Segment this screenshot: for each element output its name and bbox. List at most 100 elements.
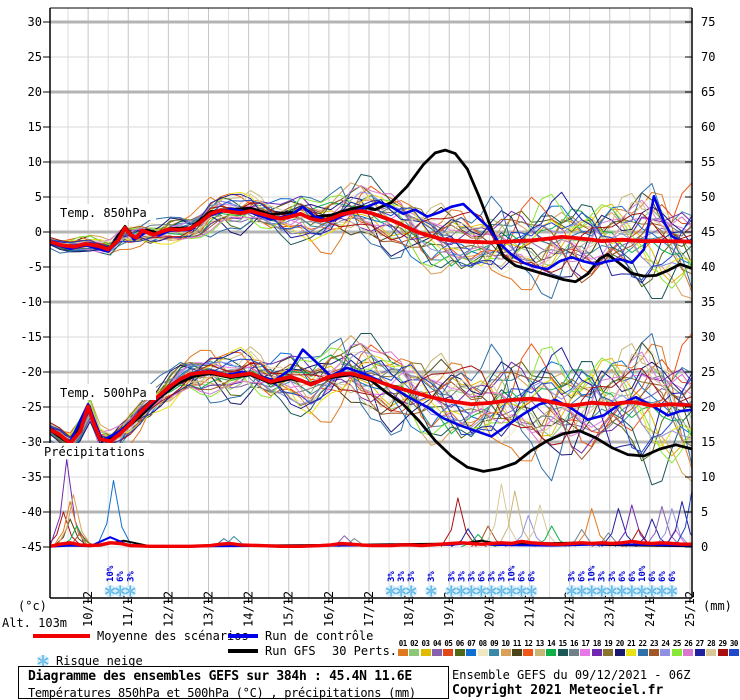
snow-risk-percent: 6% xyxy=(528,571,538,582)
precip-member-spike xyxy=(664,501,692,547)
right-axis-unit: (mm) xyxy=(703,599,732,613)
right-tick-label: 35 xyxy=(701,295,715,309)
snowflake-icon xyxy=(505,585,518,597)
title-box: Diagramme des ensembles GEFS sur 384h : … xyxy=(18,666,449,700)
right-tick-label: 50 xyxy=(701,190,715,204)
snowflake-icon xyxy=(405,585,418,597)
pert-column: 04 xyxy=(431,639,442,656)
date-label: 10/12 xyxy=(81,591,95,627)
pert-color-swatch xyxy=(603,649,614,656)
legend-snow-risk: Risque neige xyxy=(36,654,143,668)
right-tick-label: 30 xyxy=(701,330,715,344)
pert-column: 18 xyxy=(591,639,602,656)
ensemble-member-500 xyxy=(50,333,692,447)
chart-subtitle: Températures 850hPa et 500hPa (°C) , pré… xyxy=(28,686,416,700)
left-tick-label: 10 xyxy=(28,155,42,169)
legend-perts-label: 30 Perts. xyxy=(332,644,398,658)
snowflake-icon xyxy=(37,655,49,667)
ensemble-member-500 xyxy=(50,362,692,448)
pert-color-swatch xyxy=(443,649,454,656)
ensemble-member-850 xyxy=(50,191,692,284)
pert-column: 13 xyxy=(534,639,545,656)
left-tick-label: -10 xyxy=(20,295,42,309)
snowflake-icon xyxy=(525,585,538,597)
snowflake-icon xyxy=(104,585,117,597)
snow-risk-percent: 6% xyxy=(648,571,658,582)
pert-column: 01 xyxy=(397,639,408,656)
legend-control-swatch xyxy=(228,634,258,638)
snowflake-icon xyxy=(665,585,678,597)
snowflake-icon xyxy=(114,585,127,597)
pert-color-swatch xyxy=(660,649,671,656)
date-label: 18/12 xyxy=(402,591,416,627)
pert-number: 01 xyxy=(398,639,408,648)
pert-number: 06 xyxy=(455,639,465,648)
snow-risk-percent: 6% xyxy=(578,571,588,582)
pert-column: 16 xyxy=(568,639,580,656)
pert-number: 10 xyxy=(501,639,510,648)
snowflake-icon xyxy=(575,585,588,597)
precip-member-spike xyxy=(440,497,477,547)
mean-500 xyxy=(50,370,692,446)
ensemble-member-850 xyxy=(50,203,692,284)
date-label: 17/12 xyxy=(362,591,376,627)
pert-color-swatch xyxy=(523,649,534,656)
snow-risk-percent: 6% xyxy=(477,571,487,582)
pert-number: 28 xyxy=(707,639,716,648)
right-tick-label: 15 xyxy=(701,435,715,449)
pert-column: 27 xyxy=(694,639,705,656)
pert-color-swatch xyxy=(637,649,648,656)
snow-risk-percent: 10% xyxy=(106,565,116,582)
snow-risk-percent: 3% xyxy=(598,571,608,582)
snowflake-icon xyxy=(605,585,618,597)
pert-color-swatch xyxy=(557,649,568,656)
pert-column: 07 xyxy=(466,639,477,656)
snowflake-icon xyxy=(495,585,508,597)
date-label: 24/12 xyxy=(643,591,657,627)
snowflake-icon xyxy=(655,585,668,597)
label-temp-850: Temp. 850hPa xyxy=(60,206,147,220)
pert-number: 13 xyxy=(535,639,545,648)
left-tick-label: 15 xyxy=(28,120,42,134)
pert-number: 14 xyxy=(547,639,556,648)
ensemble-curves xyxy=(50,148,692,548)
pert-number: 15 xyxy=(558,639,568,648)
pert-color-swatch xyxy=(454,649,465,656)
pert-column: 20 xyxy=(614,639,625,656)
pert-color-swatch xyxy=(591,649,602,656)
snowflake-icon xyxy=(465,585,478,597)
precip-member-spike xyxy=(522,504,559,547)
date-label: 16/12 xyxy=(322,591,336,627)
right-tick-label: 10 xyxy=(701,470,715,484)
pert-column: 03 xyxy=(420,639,431,656)
left-tick-label: 20 xyxy=(28,85,42,99)
pert-column: 25 xyxy=(671,639,682,656)
left-tick-label: 30 xyxy=(28,15,42,29)
snowflake-icon xyxy=(124,585,137,597)
ensemble-member-850 xyxy=(50,202,692,273)
section-labels: Temp. 850hPa Temp. 500hPa Précipitations xyxy=(40,204,156,459)
mean-850 xyxy=(50,208,692,252)
pert-number: 20 xyxy=(615,639,625,648)
left-tick-label: 0 xyxy=(35,225,42,239)
date-label: 14/12 xyxy=(242,591,256,627)
snowflake-icon xyxy=(635,585,648,597)
pert-column: 02 xyxy=(408,639,420,656)
right-tick-label: 75 xyxy=(701,15,715,29)
pert-number: 16 xyxy=(570,639,579,648)
tick-labels: 302520151050-5-10-15-20-25-30-35-40-4575… xyxy=(20,15,715,554)
snowflake-icon xyxy=(615,585,628,597)
left-tick-label: -15 xyxy=(20,330,42,344)
snow-risk-percent: 3% xyxy=(447,571,457,582)
snow-risk-percent: 3% xyxy=(467,571,477,582)
pert-column: 21 xyxy=(625,639,637,656)
left-axis-unit: (°c) xyxy=(18,599,47,613)
snow-risk-percent: 3% xyxy=(568,571,578,582)
date-label: 25/12 xyxy=(683,591,697,627)
right-tick-label: 55 xyxy=(701,155,715,169)
precip-member-spike xyxy=(52,501,89,547)
pert-color-swatch xyxy=(409,649,420,656)
pert-color-swatch xyxy=(717,649,728,656)
pert-number: 26 xyxy=(684,639,693,648)
pert-number: 29 xyxy=(718,639,728,648)
